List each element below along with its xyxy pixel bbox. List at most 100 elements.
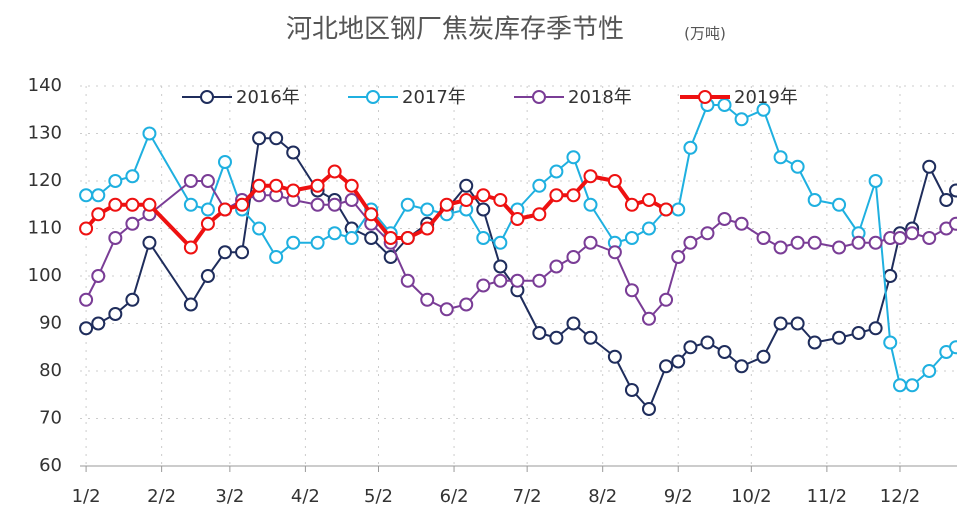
data-point <box>883 269 898 283</box>
y-tick-label: 130 <box>28 123 62 144</box>
data-point <box>832 330 847 345</box>
data-point <box>922 231 937 245</box>
legend-label: 2019年 <box>734 87 798 108</box>
data-point <box>286 235 301 250</box>
data-point <box>583 197 598 212</box>
data-point <box>807 193 822 207</box>
legend-marker <box>532 90 546 104</box>
data-point <box>683 235 698 250</box>
data-point <box>269 131 284 146</box>
data-point <box>624 383 639 397</box>
data-point <box>493 273 508 288</box>
data-point <box>922 364 937 378</box>
data-point <box>807 235 822 250</box>
data-point <box>883 335 898 350</box>
data-point <box>79 292 94 307</box>
data-point <box>344 231 359 245</box>
data-point <box>252 131 267 146</box>
data-point <box>607 245 622 260</box>
data-point <box>905 226 920 241</box>
data-point <box>200 269 215 283</box>
data-point <box>79 188 94 203</box>
data-point <box>344 193 359 207</box>
data-point <box>476 188 491 203</box>
data-point <box>327 164 342 179</box>
y-tick-label: 60 <box>39 455 62 476</box>
data-point <box>383 231 398 245</box>
data-point <box>756 102 771 117</box>
data-point <box>493 193 508 207</box>
legend-marker <box>698 90 712 104</box>
data-point <box>310 235 325 250</box>
data-point <box>108 307 123 321</box>
data-point <box>549 164 564 179</box>
data-point <box>949 183 957 198</box>
data-point <box>549 330 564 345</box>
legend-marker <box>366 90 380 104</box>
data-point <box>700 335 715 350</box>
data-point <box>641 311 656 326</box>
data-point <box>217 202 232 217</box>
data-point <box>142 235 157 250</box>
data-point <box>700 226 715 241</box>
data-point <box>286 145 301 160</box>
data-point <box>683 340 698 355</box>
data-point <box>773 150 788 165</box>
data-point <box>286 183 301 198</box>
data-point <box>566 316 581 331</box>
x-tick-label: 7/2 <box>513 486 542 507</box>
x-tick-label: 2/2 <box>147 486 176 507</box>
data-point <box>583 169 598 184</box>
y-tick-label: 70 <box>39 408 62 429</box>
data-point <box>344 178 359 193</box>
data-point <box>310 178 325 193</box>
data-point <box>510 212 525 226</box>
data-point <box>734 359 749 374</box>
data-point <box>510 273 525 288</box>
data-point <box>641 221 656 236</box>
data-point <box>400 231 415 245</box>
data-point <box>476 202 491 217</box>
data-point <box>459 178 474 193</box>
data-point <box>624 231 639 245</box>
data-point <box>327 197 342 212</box>
data-point <box>269 250 284 264</box>
data-point <box>400 197 415 212</box>
x-tick-label: 4/2 <box>291 486 320 507</box>
data-point <box>252 221 267 236</box>
x-tick-label: 1/2 <box>72 486 101 507</box>
data-point <box>532 207 547 222</box>
data-point <box>790 316 805 331</box>
data-point <box>734 216 749 231</box>
data-point <box>566 150 581 165</box>
data-point <box>671 250 686 264</box>
data-point <box>91 269 106 283</box>
data-point <box>200 202 215 217</box>
x-tick-label: 8/2 <box>588 486 617 507</box>
data-point <box>364 231 379 245</box>
data-point <box>420 202 435 217</box>
data-point <box>235 245 250 260</box>
y-tick-label: 90 <box>39 313 62 334</box>
data-point <box>851 235 866 250</box>
data-point <box>493 235 508 250</box>
data-point <box>532 178 547 193</box>
data-point <box>400 273 415 288</box>
data-point <box>125 292 140 307</box>
data-point <box>659 202 674 217</box>
data-point <box>671 354 686 369</box>
data-point <box>142 197 157 212</box>
y-tick-label: 120 <box>28 170 62 191</box>
data-point <box>91 188 106 203</box>
x-tick-label: 11/2 <box>807 486 847 507</box>
data-point <box>125 216 140 231</box>
data-point <box>949 216 957 231</box>
data-point <box>832 197 847 212</box>
data-point <box>851 326 866 340</box>
data-point <box>868 235 883 250</box>
data-point <box>659 359 674 374</box>
data-point <box>79 221 94 236</box>
data-point <box>217 245 232 260</box>
data-point <box>252 178 267 193</box>
legend-label: 2018年 <box>568 87 632 108</box>
